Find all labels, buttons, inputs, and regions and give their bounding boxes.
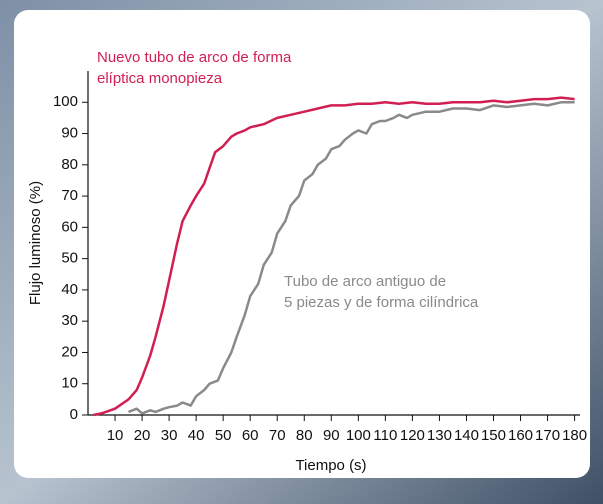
annotation: 5 piezas y de forma cilíndrica [284, 294, 479, 311]
x-tick-label: 50 [215, 427, 232, 444]
y-tick-label: 0 [70, 406, 78, 423]
annotation: Nuevo tubo de arco de forma [97, 49, 292, 66]
x-tick-label: 40 [188, 427, 205, 444]
x-tick-label: 100 [346, 427, 371, 444]
x-tick-label: 140 [454, 427, 479, 444]
y-tick-label: 60 [61, 218, 78, 235]
x-tick-label: 30 [161, 427, 178, 444]
chart: Tiempo (s) Flujo luminoso (%) 0 10 20 30 40 5… [0, 0, 603, 504]
annotation: elíptica monopieza [97, 70, 223, 87]
x-tick-label: 20 [134, 427, 151, 444]
x-tick-label: 10 [107, 427, 124, 444]
y-tick-label: 100 [53, 93, 78, 110]
x-axis-title: Tiempo (s) [295, 457, 366, 474]
x-tick-label: 180 [562, 427, 587, 444]
y-tick-label: 20 [61, 343, 78, 360]
y-tick-label: 90 [61, 125, 78, 142]
y-tick-label: 80 [61, 156, 78, 173]
y-tick-label: 30 [61, 312, 78, 329]
x-tick-label: 110 [373, 427, 397, 444]
x-tick-label: 70 [269, 427, 286, 444]
x-tick-label: 80 [296, 427, 313, 444]
x-tick-label: 170 [535, 427, 560, 444]
y-tick-label: 10 [61, 375, 78, 392]
x-tick-label: 150 [481, 427, 506, 444]
page: Tiempo (s) Flujo luminoso (%) 0 10 20 30 40 5… [0, 0, 603, 504]
x-tick-label: 90 [323, 427, 340, 444]
y-tick-label: 50 [61, 250, 78, 267]
x-tick-label: 120 [400, 427, 425, 444]
x-tick-label: 60 [242, 427, 259, 444]
y-tick-label: 40 [61, 281, 78, 298]
x-tick-label: 160 [508, 427, 533, 444]
y-tick-label: 70 [61, 187, 78, 204]
y-axis-title: Flujo luminoso (%) [27, 181, 44, 305]
annotation: Tubo de arco antiguo de [284, 273, 446, 290]
x-tick-label: 130 [427, 427, 452, 444]
